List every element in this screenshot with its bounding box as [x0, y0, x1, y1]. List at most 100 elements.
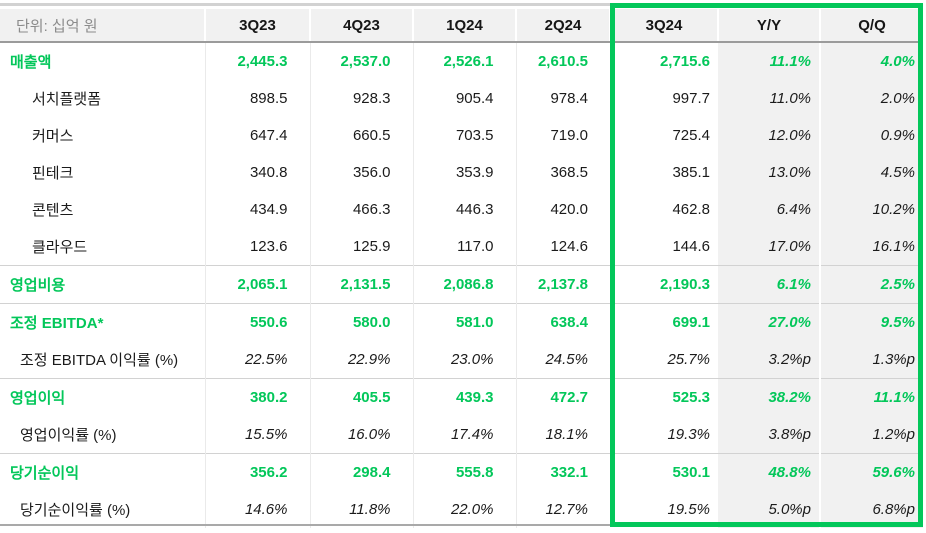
column-header-yy: Y/Y — [718, 9, 821, 43]
cell-3q24: 530.1 — [610, 453, 718, 491]
cell-yy: 3.2%p — [718, 341, 821, 379]
cell-4q23: 2,131.5 — [310, 265, 414, 304]
cell-3q23: 22.5% — [205, 341, 311, 379]
cell-yy: 11.0% — [718, 80, 821, 117]
cell-qq: 11.1% — [820, 378, 923, 416]
unit-label: 단위: 십억 원 — [0, 9, 206, 43]
cell-yy: 12.0% — [718, 117, 821, 154]
cell-3q24: 144.6 — [672, 238, 710, 255]
cell-qq: 2.5% — [820, 265, 923, 304]
row-label: 영업이익률 (%) — [0, 416, 206, 454]
cell-qq: 59.6% — [820, 453, 923, 491]
cell-3q23: 14.6% — [205, 491, 311, 528]
table-top-border — [0, 3, 610, 6]
table-row: 영업비용 2,065.1 2,131.5 2,086.8 2,137.8 2,190.3 6… — [0, 265, 923, 304]
row-label: 커머스 — [0, 117, 206, 154]
cell-qq: 0.9% — [820, 117, 923, 154]
cell-1q24: 2,526.1 — [413, 42, 517, 80]
row-label: 당기순이익률 (%) — [0, 491, 206, 528]
column-header-2q24: 2Q24 — [516, 9, 611, 43]
cell-1q24: 2,086.8 — [413, 265, 517, 304]
row-label: 매출액 — [0, 42, 206, 80]
cell-2q24: 18.1% — [545, 426, 588, 443]
column-header-3q24: 3Q24 — [610, 9, 719, 43]
cell-3q24: 2,715.6 — [659, 53, 710, 70]
cell-3q24: 19.5% — [667, 501, 710, 518]
cell-qq: 10.2% — [820, 191, 923, 228]
cell-4q23: 2,537.0 — [310, 42, 414, 80]
cell-2q24: 24.5% — [545, 351, 588, 368]
cell-4q23: 11.8% — [310, 491, 414, 528]
header-row: 단위: 십억 원 3Q23 4Q23 1Q24 2Q24 3Q24 Y/Y Q/… — [0, 9, 923, 43]
cell-1q24: 23.0% — [413, 341, 517, 379]
cell-3q23: 2,445.3 — [205, 42, 311, 80]
cell-4q23: 356.0 — [310, 154, 414, 191]
cell-qq: 1.2%p — [820, 416, 923, 454]
cell-1q24: 555.8 — [413, 453, 517, 491]
table-row: 조정 EBITDA 이익률 (%) 22.5% 22.9% 23.0% 24.5% 25.… — [0, 341, 923, 379]
row-label: 영업이익 — [0, 378, 206, 416]
cell-3q23: 2,065.1 — [205, 265, 311, 304]
cell-1q24: 353.9 — [413, 154, 517, 191]
cell-2q24: 420.0 — [550, 201, 588, 218]
cell-yy: 6.1% — [718, 265, 821, 304]
column-header-4q23: 4Q23 — [310, 9, 414, 43]
cell-1q24: 439.3 — [413, 378, 517, 416]
row-label: 영업비용 — [0, 265, 206, 304]
cell-qq: 16.1% — [820, 228, 923, 266]
cell-4q23: 660.5 — [310, 117, 414, 154]
row-label: 핀테크 — [0, 154, 206, 191]
cell-4q23: 298.4 — [310, 453, 414, 491]
cell-3q24: 25.7% — [667, 351, 710, 368]
cell-qq: 1.3%p — [820, 341, 923, 379]
cell-yy: 17.0% — [718, 228, 821, 266]
cell-3q23: 434.9 — [205, 191, 311, 228]
table-row: 서치플랫폼 898.5 928.3 905.4 978.4 997.7 11.0% 2.0% — [0, 80, 923, 117]
table-body: 매출액 2,445.3 2,537.0 2,526.1 2,610.5 2,715.6 11… — [0, 42, 923, 528]
table-row: 조정 EBITDA* 550.6 580.0 581.0 638.4 699.1 27.0%… — [0, 303, 923, 341]
cell-2q24: 12.7% — [545, 501, 588, 518]
cell-1q24: 446.3 — [413, 191, 517, 228]
cell-2q24: 368.5 — [550, 164, 588, 181]
cell-yy: 27.0% — [718, 303, 821, 341]
cell-yy: 13.0% — [718, 154, 821, 191]
cell-1q24: 17.4% — [413, 416, 517, 454]
row-label: 조정 EBITDA 이익률 (%) — [0, 341, 206, 379]
cell-2q24: 638.4 — [516, 303, 610, 341]
cell-1q24: 905.4 — [413, 80, 517, 117]
cell-4q23: 22.9% — [310, 341, 414, 379]
table-row: 영업이익 380.2 405.5 439.3 472.7 525.3 38.2% 11.1% — [0, 378, 923, 416]
cell-qq: 4.5% — [820, 154, 923, 191]
row-label: 당기순이익 — [0, 453, 206, 491]
cell-qq: 4.0% — [820, 42, 923, 80]
cell-qq: 6.8%p — [820, 491, 923, 528]
cell-qq: 2.0% — [820, 80, 923, 117]
cell-3q24: 997.7 — [672, 90, 710, 107]
table-row: 콘텐츠 434.9 466.3 446.3 420.0 462.8 6.4% 10.2% — [0, 191, 923, 228]
cell-3q23: 340.8 — [205, 154, 311, 191]
table-row: 핀테크 340.8 356.0 353.9 368.5 385.1 13.0% 4.5% — [0, 154, 923, 191]
cell-3q23: 647.4 — [205, 117, 311, 154]
column-header-qq: Q/Q — [820, 9, 923, 43]
cell-yy: 6.4% — [718, 191, 821, 228]
cell-4q23: 580.0 — [310, 303, 414, 341]
cell-4q23: 125.9 — [310, 228, 414, 266]
cell-3q24: 725.4 — [672, 127, 710, 144]
table-row: 영업이익률 (%) 15.5% 16.0% 17.4% 18.1% 19.3% 3.8%p 1… — [0, 416, 923, 454]
cell-yy: 38.2% — [718, 378, 821, 416]
cell-3q23: 123.6 — [205, 228, 311, 266]
cell-4q23: 16.0% — [310, 416, 414, 454]
cell-3q24: 19.3% — [667, 426, 710, 443]
table-row: 클라우드 123.6 125.9 117.0 124.6 144.6 17.0% 16.1% — [0, 228, 923, 266]
row-label: 서치플랫폼 — [0, 80, 206, 117]
cell-2q24: 472.7 — [516, 378, 610, 416]
cell-yy: 11.1% — [718, 42, 821, 80]
cell-4q23: 466.3 — [310, 191, 414, 228]
row-label: 콘텐츠 — [0, 191, 206, 228]
cell-yy: 3.8%p — [718, 416, 821, 454]
table-row: 당기순이익률 (%) 14.6% 11.8% 22.0% 12.7% 19.5% 5.0%p… — [0, 491, 923, 528]
cell-1q24: 117.0 — [413, 228, 517, 266]
table-header: 단위: 십억 원 3Q23 4Q23 1Q24 2Q24 3Q24 Y/Y Q/… — [0, 9, 923, 43]
cell-qq: 9.5% — [820, 303, 923, 341]
